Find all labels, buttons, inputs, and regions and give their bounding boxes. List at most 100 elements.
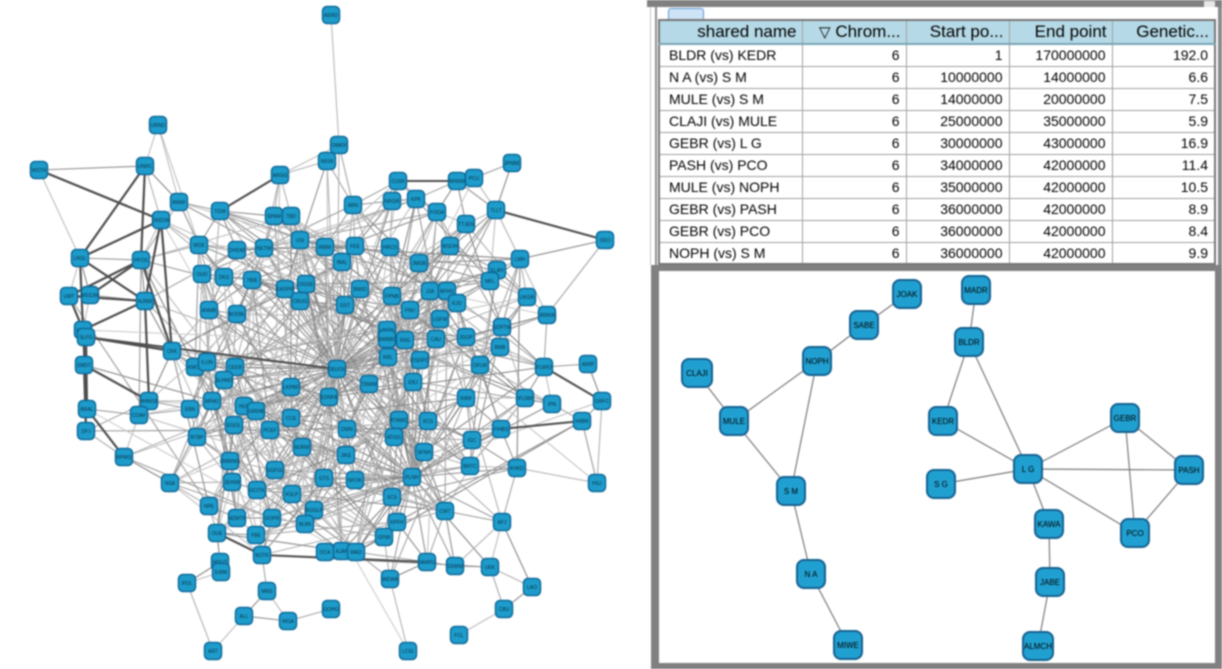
svg-text:CAU: CAU: [431, 337, 442, 343]
svg-text:GOHG: GOHG: [323, 607, 338, 613]
svg-text:MNS: MNS: [261, 589, 273, 595]
svg-text:SSWW: SSWW: [447, 564, 463, 570]
svg-text:HRCD: HRCD: [383, 245, 398, 251]
svg-text:UKGR: UKGR: [520, 295, 535, 301]
svg-text:MULE: MULE: [723, 417, 745, 426]
svg-text:NETW: NETW: [257, 246, 272, 252]
svg-text:TBIE: TBIE: [246, 278, 258, 284]
svg-text:CLAJI: CLAJI: [686, 369, 708, 378]
svg-text:IICG: IICG: [423, 419, 433, 425]
svg-text:IFDL: IFDL: [182, 581, 193, 587]
svg-text:PASH: PASH: [1178, 466, 1199, 475]
svg-text:LRGL: LRGL: [73, 256, 86, 262]
svg-text:PCEF: PCEF: [263, 428, 276, 434]
svg-text:CEEB: CEEB: [228, 365, 242, 371]
svg-text:EBN: EBN: [185, 407, 196, 413]
svg-text:ART: ART: [208, 649, 218, 655]
svg-text:IFLNM: IFLNM: [518, 396, 533, 402]
svg-text:JGGP: JGGP: [459, 335, 473, 341]
svg-text:BUIN: BUIN: [299, 522, 311, 528]
svg-text:PLNH: PLNH: [405, 475, 419, 481]
svg-text:EDNFA: EDNFA: [321, 395, 338, 401]
svg-text:PCO: PCO: [1126, 529, 1143, 538]
svg-text:KPFH: KPFH: [390, 520, 404, 526]
svg-text:NJNM: NJNM: [138, 299, 152, 305]
svg-text:MIWE: MIWE: [837, 641, 859, 650]
svg-text:RGGLF: RGGLF: [305, 508, 322, 514]
svg-text:RMW: RMW: [319, 245, 332, 251]
svg-text:NOPH: NOPH: [805, 357, 828, 366]
svg-text:JPNBE: JPNBE: [504, 161, 521, 167]
svg-text:LKPBF: LKPBF: [283, 385, 299, 391]
svg-text:GTS: GTS: [319, 476, 330, 482]
svg-text:CKK: CKK: [167, 349, 178, 355]
svg-text:UMWWS: UMWWS: [220, 459, 241, 465]
svg-text:MSSJW: MSSJW: [81, 293, 99, 299]
svg-text:GGFGL: GGFGL: [266, 468, 284, 474]
svg-text:EWM: EWM: [215, 570, 227, 576]
svg-text:JIKE: JIKE: [341, 453, 352, 459]
svg-text:SDPTM: SDPTM: [493, 325, 511, 331]
svg-text:ATGG: ATGG: [387, 435, 401, 441]
svg-text:NIGN: NIGN: [321, 159, 334, 165]
svg-text:USI: USI: [296, 238, 304, 244]
svg-text:TBWM: TBWM: [361, 382, 376, 388]
svg-text:DSDPC: DSDPC: [411, 358, 429, 364]
svg-text:SLHNO: SLHNO: [215, 378, 232, 384]
svg-text:NDMTF: NDMTF: [228, 516, 246, 522]
svg-text:OEUOU: OEUOU: [328, 367, 347, 373]
svg-text:CCE: CCE: [286, 416, 297, 422]
svg-text:KAWA: KAWA: [1038, 520, 1062, 529]
svg-text:HSJ: HSJ: [592, 481, 602, 487]
svg-text:KSLP: KSLP: [286, 492, 299, 498]
svg-text:ARGG: ARGG: [273, 173, 288, 179]
svg-text:NHWM: NHWM: [449, 179, 465, 185]
svg-text:DMN: DMN: [341, 427, 353, 433]
svg-text:EKFPR: EKFPR: [277, 287, 294, 293]
svg-text:WSTR: WSTR: [32, 168, 47, 174]
svg-text:NSA: NSA: [165, 481, 176, 487]
svg-text:OUE: OUE: [212, 531, 224, 537]
svg-text:WGA: WGA: [282, 619, 295, 625]
svg-text:JMGB: JMGB: [412, 261, 427, 267]
svg-text:WAD: WAD: [350, 550, 362, 556]
svg-text:SPAM: SPAM: [267, 214, 281, 220]
svg-text:JJA: JJA: [426, 289, 435, 295]
svg-text:DKS: DKS: [219, 275, 230, 281]
svg-text:COAF: COAF: [132, 413, 146, 419]
svg-text:PFOS: PFOS: [134, 258, 148, 264]
svg-text:UNRC: UNRC: [138, 164, 153, 170]
svg-text:FCL: FCL: [454, 633, 464, 639]
svg-text:OGGE: OGGE: [298, 282, 314, 288]
svg-text:TBD: TBD: [286, 214, 296, 220]
svg-text:S M: S M: [784, 487, 799, 496]
svg-text:JEHIW: JEHIW: [224, 480, 240, 486]
svg-text:HUL: HUL: [239, 404, 249, 410]
svg-text:KPK: KPK: [411, 197, 422, 203]
svg-text:SMDT: SMDT: [77, 363, 91, 369]
svg-text:FEE: FEE: [350, 244, 360, 250]
svg-text:DCA: DCA: [320, 550, 331, 556]
svg-text:ALMCH: ALMCH: [1024, 642, 1052, 651]
svg-text:FPNB: FPNB: [385, 294, 399, 300]
svg-text:DEO: DEO: [600, 238, 611, 244]
svg-text:ILUN: ILUN: [201, 360, 213, 366]
svg-text:KRL: KRL: [383, 355, 393, 361]
svg-text:FNU: FNU: [405, 308, 416, 314]
svg-text:IPN: IPN: [548, 402, 557, 408]
svg-text:CWT: CWT: [439, 509, 450, 515]
svg-text:LAO: LAO: [527, 585, 537, 591]
svg-text:NRGR: NRGR: [385, 199, 400, 205]
svg-text:GFMI: GFMI: [378, 535, 391, 541]
svg-text:OMKR: OMKR: [332, 143, 347, 149]
svg-text:BRAL: BRAL: [80, 407, 93, 413]
svg-text:S G: S G: [934, 480, 948, 489]
svg-text:HHWSF: HHWSF: [140, 399, 158, 405]
svg-text:PCU: PCU: [469, 176, 480, 182]
svg-text:SFNH: SFNH: [417, 450, 431, 456]
svg-text:TLLT: TLLT: [490, 208, 501, 214]
svg-text:EGOL: EGOL: [227, 423, 241, 429]
svg-text:AMAF: AMAF: [172, 200, 186, 206]
svg-text:N A: N A: [805, 570, 819, 579]
svg-text:LGFW: LGFW: [433, 317, 448, 323]
